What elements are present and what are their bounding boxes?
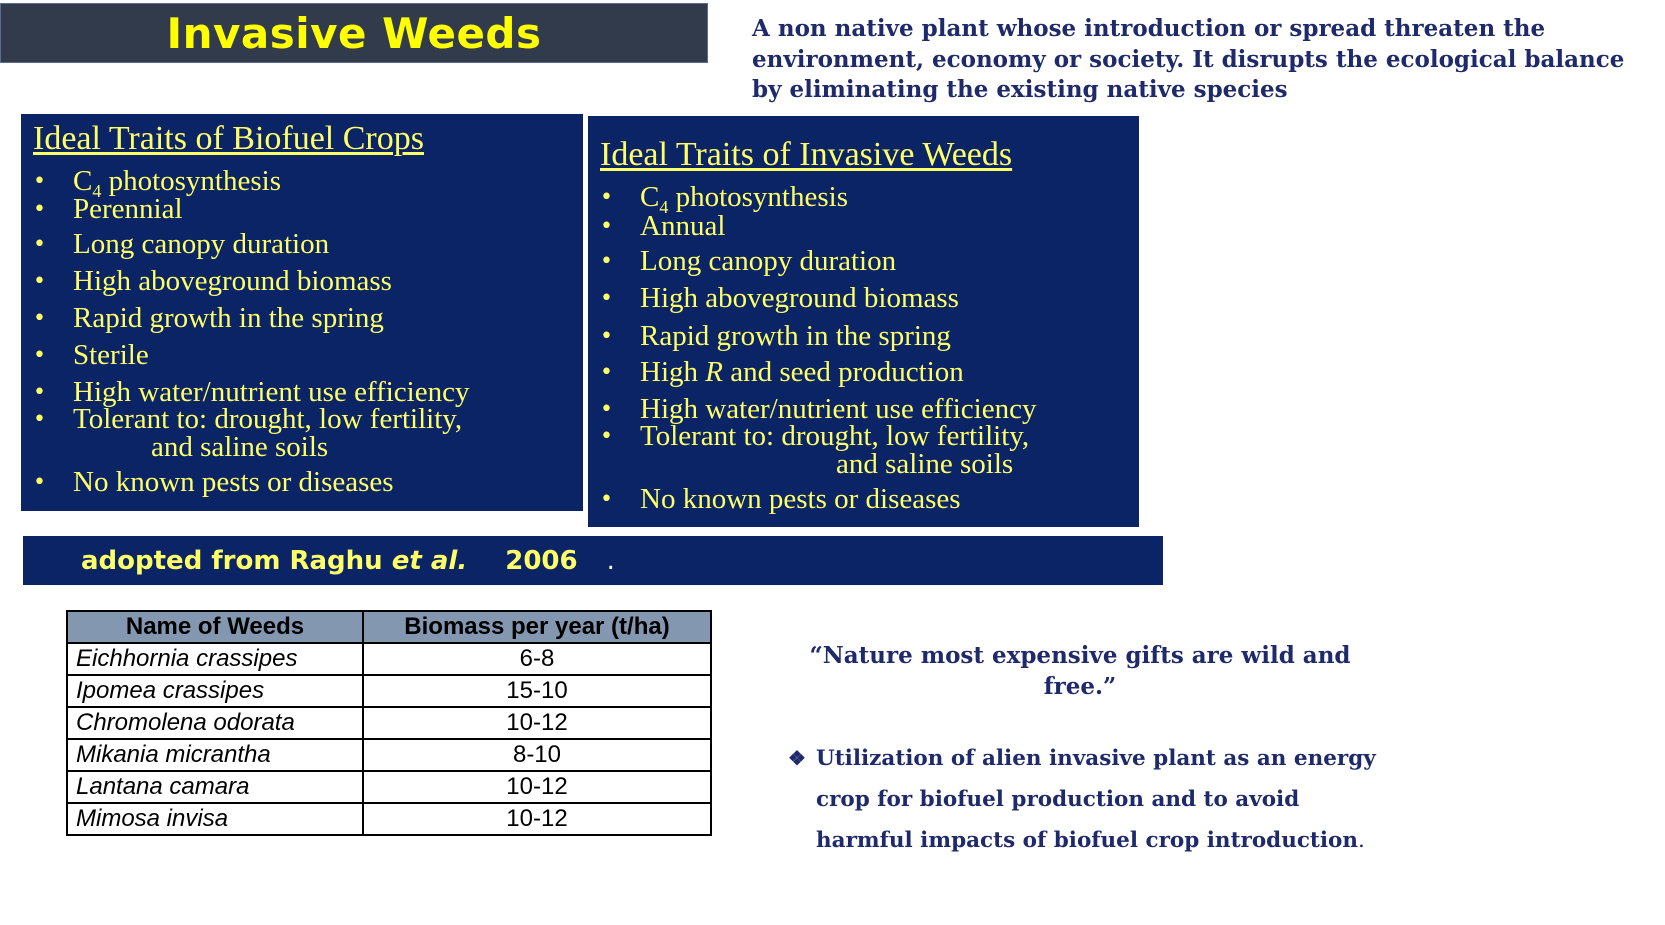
weed-name-cell: Ipomea crassipes (66, 674, 364, 708)
list-item: • Long canopy duration (600, 245, 897, 277)
definition-text: A non native plant whose introduction or… (752, 15, 1625, 103)
bullet-icon: • (33, 407, 46, 432)
list-item: • No known pests or diseases (600, 483, 961, 515)
bullet-icon: • (33, 343, 46, 368)
bullet-icon: • (600, 214, 613, 239)
biomass-cell: 10-12 (362, 802, 712, 836)
biomass-cell: 10-12 (362, 770, 712, 804)
list-item: • No known pests or diseases (33, 466, 394, 498)
table-row: Chromolena odorata 10-12 (66, 706, 712, 740)
list-item: • High aboveground biomass (33, 265, 392, 297)
bullet-icon: • (600, 487, 613, 512)
biofuel-traits-panel: Ideal Traits of Biofuel Crops • C4 photos… (21, 114, 583, 511)
list-item: • High aboveground biomass (600, 282, 959, 314)
diamond-bullet-icon: ❖ (788, 746, 806, 770)
bullet-icon: • (33, 380, 46, 405)
weed-traits-panel: Ideal Traits of Invasive Weeds • C4 photo… (588, 116, 1139, 527)
weed-traits-heading: Ideal Traits of Invasive Weeds (600, 136, 1013, 173)
bullet-icon: • (600, 397, 613, 422)
list-item: • C4 photosynthesis (600, 181, 848, 217)
bullet-icon: • (600, 286, 613, 311)
weed-name-cell: Chromolena odorata (66, 706, 364, 740)
weed-biomass-table: Name of Weeds Biomass per year (t/ha) Ei… (66, 610, 712, 836)
column-header-name: Name of Weeds (66, 610, 364, 644)
weed-name-cell: Lantana camara (66, 770, 364, 804)
bullet-icon: • (33, 269, 46, 294)
list-item: • Perennial (33, 193, 183, 225)
bullet-icon: • (33, 169, 46, 194)
bullet-icon: • (600, 185, 613, 210)
page-title: Invasive Weeds (166, 8, 542, 58)
bullet-icon: • (600, 424, 613, 449)
bullet-icon: • (33, 470, 46, 495)
list-item: • High water/nutrient use efficiency (33, 376, 470, 408)
bullet-icon: • (600, 360, 613, 385)
biomass-cell: 10-12 (362, 706, 712, 740)
list-item: • High R and seed production (600, 356, 964, 388)
biomass-cell: 8-10 (362, 738, 712, 772)
bullet-icon: • (33, 306, 46, 331)
table-row: Eichhornia crassipes 6-8 (66, 642, 712, 676)
quote-text: “Nature most expensive gifts are wild an… (809, 642, 1351, 700)
list-item: • Rapid growth in the spring (33, 302, 384, 334)
title-banner: Invasive Weeds (0, 3, 708, 63)
column-header-biomass: Biomass per year (t/ha) (362, 610, 712, 644)
biofuel-traits-heading: Ideal Traits of Biofuel Crops (33, 120, 424, 157)
biomass-cell: 6-8 (362, 642, 712, 676)
weed-name-cell: Mimosa invisa (66, 802, 364, 836)
citation-text: adopted from Raghu et al. 2006. (81, 545, 615, 576)
list-item: • Tolerant to: drought, low fertility, and… (33, 403, 463, 463)
bullet-icon: • (33, 197, 46, 222)
bullet-icon: • (600, 324, 613, 349)
bullet-icon: • (600, 249, 613, 274)
weed-name-cell: Mikania micrantha (66, 738, 364, 772)
table-row: Ipomea crassipes 15-10 (66, 674, 712, 708)
weed-name-cell: Eichhornia crassipes (66, 642, 364, 676)
table-header-row: Name of Weeds Biomass per year (t/ha) (66, 610, 712, 644)
list-item: • Sterile (33, 339, 149, 371)
table-row: Lantana camara 10-12 (66, 770, 712, 804)
bullet-icon: • (33, 232, 46, 257)
list-item: • Annual (600, 210, 726, 242)
list-item: • High water/nutrient use efficiency (600, 393, 1037, 425)
list-item: • C4 photosynthesis (33, 165, 281, 201)
list-item: • Tolerant to: drought, low fertility, and… (600, 420, 1030, 480)
table-row: Mikania micrantha 8-10 (66, 738, 712, 772)
biomass-cell: 15-10 (362, 674, 712, 708)
table-row: Mimosa invisa 10-12 (66, 802, 712, 836)
list-item: • Rapid growth in the spring (600, 320, 951, 352)
utilization-note: ❖ Utilization of alien invasive plant as … (788, 738, 1388, 861)
citation-banner: adopted from Raghu et al. 2006. (23, 536, 1163, 585)
list-item: • Long canopy duration (33, 228, 330, 260)
